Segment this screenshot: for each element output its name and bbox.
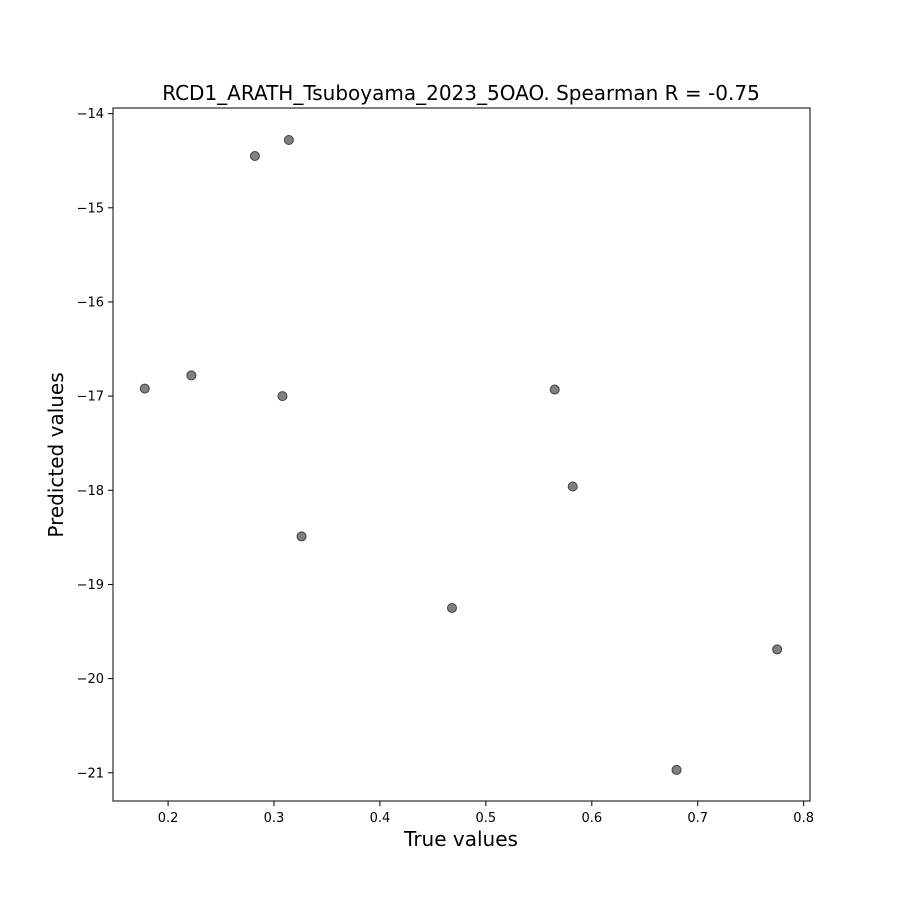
x-tick-label: 0.3 (264, 811, 285, 826)
y-tick-label: −14 (77, 107, 104, 122)
plot-area-frame (112, 107, 811, 802)
data-point (567, 481, 578, 492)
x-tick-label: 0.6 (581, 811, 602, 826)
y-tick-label: −19 (77, 578, 104, 593)
data-point (283, 135, 294, 146)
data-point (446, 602, 457, 613)
x-axis-label: True values (403, 827, 518, 851)
x-tick-label: 0.4 (370, 811, 391, 826)
y-tick-label: −16 (77, 295, 104, 310)
y-tick-label: −18 (77, 484, 104, 499)
data-point (277, 391, 288, 402)
x-tick-label: 0.7 (687, 811, 708, 826)
data-point (249, 151, 260, 162)
data-point (671, 764, 682, 775)
y-tick-label: −20 (77, 672, 104, 687)
y-tick-label: −21 (77, 766, 104, 781)
data-point (772, 644, 783, 655)
y-axis-ticks: −14 −15 −16 −17 −18 −19 −20 −21 (77, 107, 113, 781)
x-tick-label: 0.8 (793, 811, 814, 826)
data-point (296, 531, 307, 542)
data-point (186, 370, 197, 381)
y-tick-label: −17 (77, 390, 104, 405)
data-point (139, 383, 150, 394)
chart-title: RCD1_ARATH_Tsuboyama_2023_5OAO. Spearman… (162, 81, 760, 105)
x-axis-ticks: 0.2 0.3 0.4 0.5 0.6 0.7 0.8 (158, 801, 814, 826)
data-point (549, 384, 560, 395)
y-axis-label: Predicted values (44, 372, 68, 537)
x-tick-label: 0.2 (158, 811, 179, 826)
y-tick-label: −15 (77, 201, 104, 216)
data-points (139, 135, 783, 775)
x-tick-label: 0.5 (476, 811, 497, 826)
